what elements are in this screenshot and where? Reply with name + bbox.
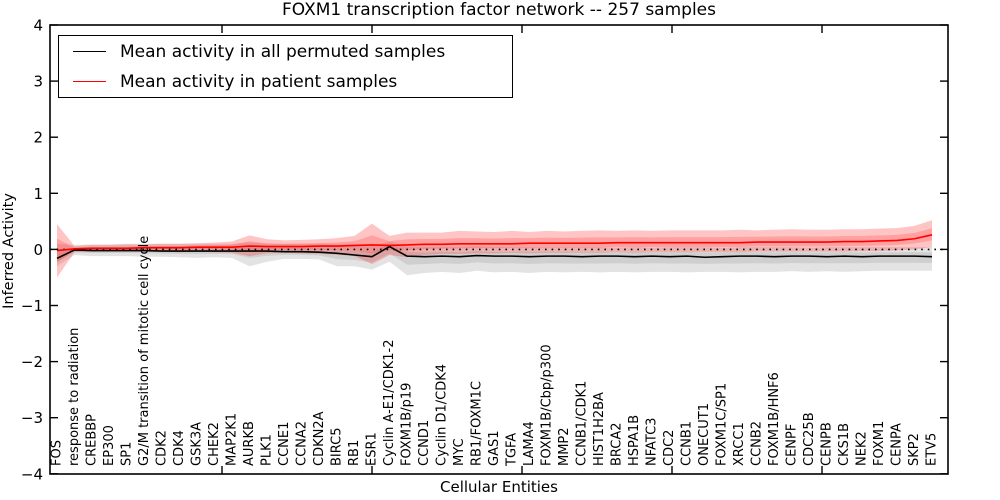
- y-tick-label: −2: [21, 353, 43, 371]
- x-tick-label: CENPA: [890, 423, 905, 466]
- x-tick-label: TGFA: [505, 433, 520, 467]
- x-tick-label: CCNB1: [680, 421, 695, 466]
- x-tick-label: CCNB2: [750, 421, 765, 466]
- x-tick-label: PLK1: [260, 434, 275, 466]
- y-tick-label: −1: [21, 297, 43, 315]
- x-tick-label: CDKN2A: [312, 411, 327, 466]
- x-tick-label: GSK3A: [190, 422, 205, 466]
- y-tick-label: −3: [21, 409, 43, 427]
- band-outer-1: [57, 220, 932, 278]
- x-tick-label: MMP2: [557, 427, 572, 466]
- x-tick-label: CDK4: [172, 430, 187, 466]
- x-tick-label: CHEK2: [207, 422, 222, 466]
- chart-title: FOXM1 transcription factor network -- 25…: [282, 0, 716, 20]
- axes-and-ticks: 4 3 2 1 0 −1 −2 −3 −4: [21, 17, 949, 483]
- x-tick-label: SKP2: [907, 433, 922, 466]
- y-tick-label: 0: [33, 241, 43, 259]
- x-tick-label: HSPA1B: [627, 415, 642, 466]
- x-tick-label: CCNB1/CDK1: [575, 381, 590, 466]
- x-tick-label: FOXM1: [872, 421, 887, 466]
- x-tick-label: response to radiation: [67, 328, 82, 466]
- x-tick-label: GAS1: [487, 431, 502, 467]
- series-line-0: [56, 245, 933, 260]
- x-tick-label: CDC2: [662, 430, 677, 466]
- x-tick-label: FOXM1C/SP1: [715, 383, 730, 466]
- x-tick-label: LAMA4: [522, 421, 537, 466]
- y-tick-label: −4: [21, 465, 43, 483]
- x-tick-label: CKS1B: [837, 423, 852, 466]
- y-tick-label: 2: [33, 129, 43, 147]
- x-tick-label: RB1/FOXM1C: [470, 381, 485, 466]
- x-tick-label: ESR1: [365, 432, 380, 466]
- x-tick-label: Cyclin D1/CDK4: [435, 364, 450, 466]
- x-axis-label: Cellular Entities: [440, 478, 558, 496]
- y-axis-label: Inferred Activity: [1, 193, 17, 309]
- legend-line-sample-red: [73, 81, 106, 82]
- x-tick-label: RB1: [347, 440, 362, 466]
- x-tick-label: CCNA2: [295, 421, 310, 466]
- x-tick-label: NEK2: [855, 431, 870, 466]
- x-tick-label: CDC25B: [802, 412, 817, 466]
- confidence-bands: [57, 220, 932, 278]
- x-tick-label: CDK2: [155, 430, 170, 466]
- band-inner-1: [57, 228, 932, 263]
- x-tick-label: EP300: [102, 425, 117, 466]
- y-tick-label: 4: [33, 17, 43, 35]
- x-tick-label: NFATC3: [645, 418, 660, 466]
- x-tick-label: FOXM1B/Cbp/p300: [540, 344, 555, 466]
- legend-line-sample-black: [73, 51, 106, 52]
- x-tick-label: BRCA2: [610, 422, 625, 466]
- legend-row-permuted: Mean activity in all permuted samples: [73, 40, 512, 64]
- legend-label-permuted: Mean activity in all permuted samples: [120, 41, 446, 62]
- x-tick-label: CENPB: [820, 422, 835, 466]
- x-tick-label: HIST1H2BA: [592, 392, 607, 466]
- x-tick-label: CREBBP: [85, 414, 100, 466]
- y-tick-label: 1: [33, 185, 43, 203]
- x-tick-label: BIRC5: [330, 428, 345, 467]
- x-tick-label: SP1: [120, 442, 135, 466]
- x-tick-labels: FOS response to radiation CREBBP EP300 SP1 G2…: [50, 236, 940, 467]
- x-tick-label: Cyclin A-E1/CDK1-2: [382, 339, 397, 466]
- x-tick-label: FOXM1B/HNF6: [767, 372, 782, 466]
- legend-row-patient: Mean activity in patient samples: [73, 70, 512, 94]
- legend: Mean activity in all permuted samples Me…: [58, 35, 513, 98]
- x-tick-label: CCNE1: [277, 422, 292, 466]
- x-tick-label: MYC: [452, 438, 467, 466]
- series-lines: [56, 234, 933, 260]
- x-tick-label: G2/M transition of mitotic cell cycle: [137, 236, 152, 466]
- x-tick-label: ETV5: [925, 433, 940, 466]
- legend-label-patient: Mean activity in patient samples: [120, 71, 398, 92]
- x-tick-label: FOS: [50, 440, 65, 466]
- x-tick-label: FOXM1B/p19: [400, 383, 415, 466]
- x-tick-label: AURKB: [242, 421, 257, 466]
- x-tick-label: CCND1: [417, 420, 432, 466]
- y-tick-label: 3: [33, 73, 43, 91]
- x-tick-label: MAP2K1: [225, 413, 240, 466]
- series-line-1: [56, 234, 933, 252]
- x-tick-label: CENPF: [785, 424, 800, 466]
- x-tick-label: XRCC1: [732, 422, 747, 466]
- x-tick-label: ONECUT1: [697, 403, 712, 466]
